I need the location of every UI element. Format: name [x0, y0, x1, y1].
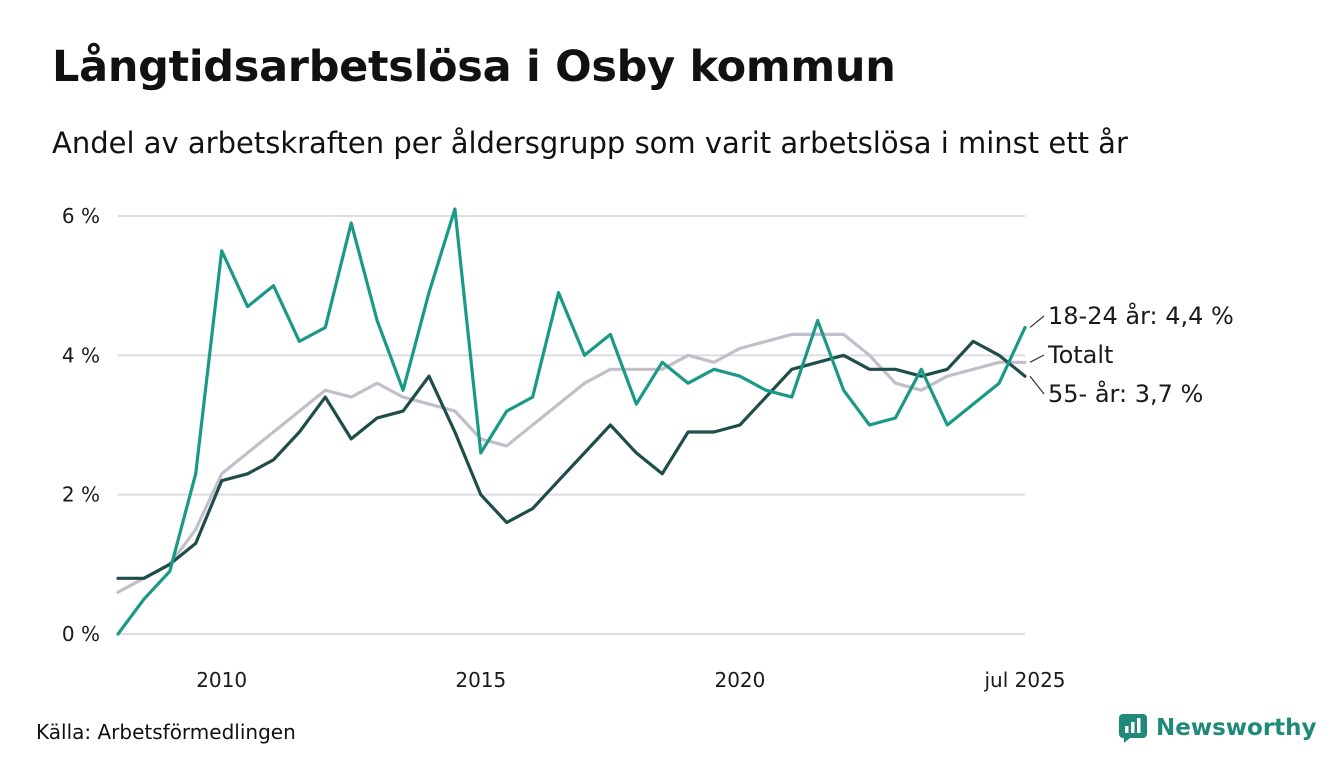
end-label: Totalt — [1047, 341, 1113, 369]
brand[interactable]: Newsworthy — [1118, 713, 1317, 743]
source-note: Källa: Arbetsförmedlingen — [36, 720, 296, 744]
series-lines — [116, 207, 1027, 636]
brand-name: Newsworthy — [1156, 715, 1317, 741]
end-label-connector — [1029, 315, 1045, 328]
end-label: 55- år: 3,7 % — [1048, 379, 1203, 408]
x-tick-label: 2010 — [196, 668, 247, 692]
x-axis: 2010 2015 2020 jul 2025 — [196, 668, 1065, 692]
chart-subtitle: Andel av arbetskraften per åldersgrupp s… — [52, 126, 1128, 160]
gridlines — [118, 215, 1025, 635]
chart-title: Långtidsarbetslösa i Osby kommun — [52, 42, 896, 92]
end-label: 18-24 år: 4,4 % — [1048, 301, 1234, 330]
series-line-1 — [116, 339, 1027, 580]
x-tick-label: 2015 — [455, 668, 506, 692]
end-label-connector — [1029, 354, 1045, 363]
y-axis: 0 % 2 % 4 % 6 % — [62, 204, 100, 646]
end-label-connector — [1029, 375, 1045, 395]
y-tick-label: 6 % — [62, 204, 100, 228]
series-line-2 — [116, 207, 1027, 636]
series-line-0 — [116, 332, 1027, 594]
x-tick-label: 2020 — [714, 668, 765, 692]
newsworthy-logo-icon — [1119, 714, 1147, 743]
y-tick-label: 0 % — [62, 622, 100, 646]
y-tick-label: 2 % — [62, 483, 100, 507]
y-tick-label: 4 % — [62, 343, 100, 367]
x-tick-label: jul 2025 — [983, 668, 1065, 692]
end-labels: Totalt 55- år: 3,7 % 18-24 år: 4,4 % — [1029, 301, 1234, 408]
